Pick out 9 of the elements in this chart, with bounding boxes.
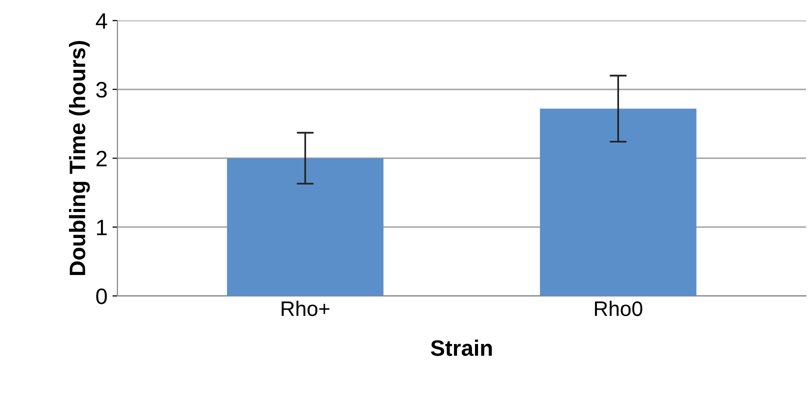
y-tick-label: 4	[96, 13, 108, 29]
x-tick-label: Rho+	[282, 300, 330, 316]
x-tick-label: Rho0	[594, 300, 642, 316]
y-axis-title: Doubling Time (hours)	[69, 41, 90, 276]
y-tick-label: 0	[96, 288, 107, 304]
x-axis-title: Strain	[430, 340, 492, 356]
y-tick-label: 1	[97, 220, 107, 236]
y-tick-label: 2	[96, 150, 107, 166]
y-tick-label: 3	[96, 82, 107, 98]
